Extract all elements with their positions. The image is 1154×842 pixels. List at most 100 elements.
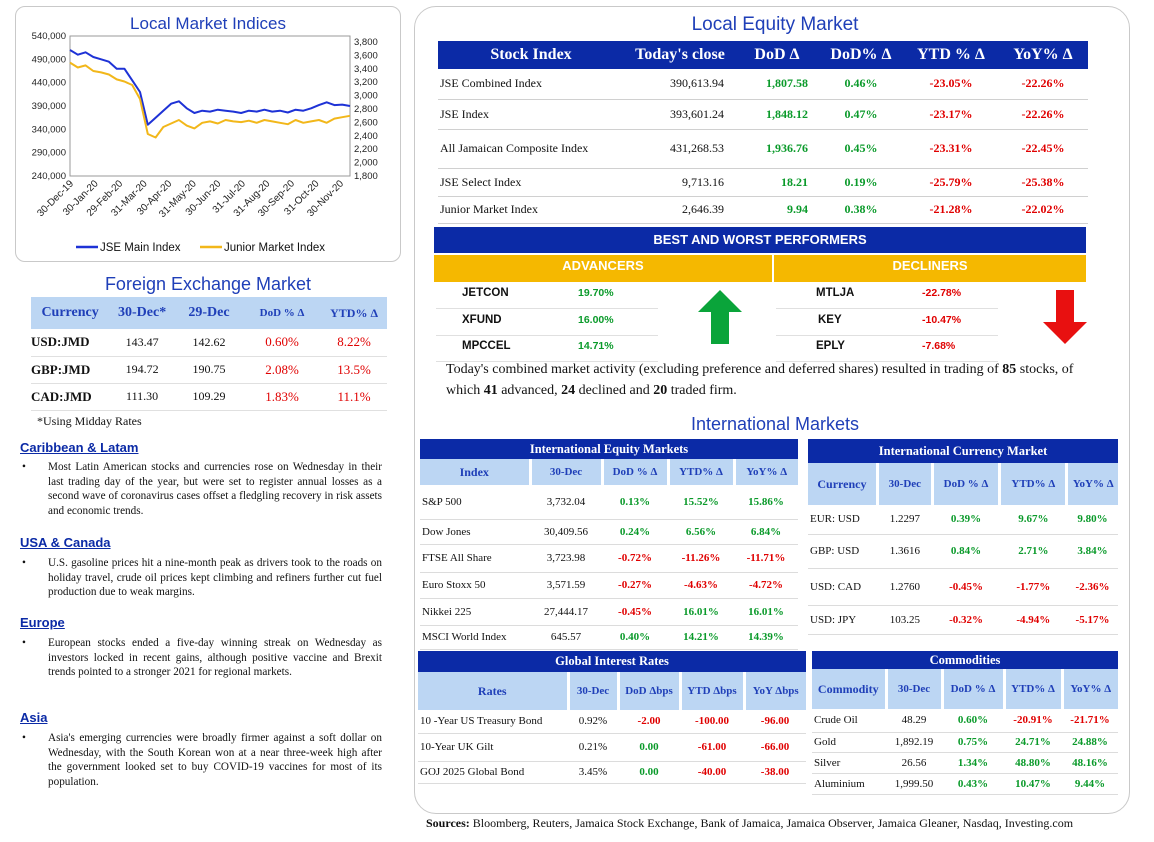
decliner-ticker: MTLJA xyxy=(816,287,855,299)
commodities-dod: 0.60% xyxy=(942,709,1004,733)
equity-header: Today's close xyxy=(635,46,725,63)
index-close: 393,601.24 xyxy=(624,99,736,130)
equity-row: All Jamaican Composite Index 431,268.53 1,… xyxy=(438,129,1088,169)
local-indices-title: Local Market Indices xyxy=(130,14,286,33)
summary-text: stocks, of which xyxy=(446,362,1074,398)
currency-value: 1.3616 xyxy=(877,534,933,569)
equity-value: 3,732.04 xyxy=(530,485,602,520)
equity-ytd: 16.01% xyxy=(668,598,734,626)
down-arrow-icon xyxy=(1043,290,1087,344)
currency-name: EUR: USD xyxy=(808,505,878,535)
index-close: 431,268.53 xyxy=(624,129,736,169)
index-yoy: -22.26% xyxy=(998,69,1088,100)
news-heading: Europe xyxy=(20,615,65,630)
index-yoy: -22.26% xyxy=(998,99,1088,130)
rates-table-title: Global Interest Rates xyxy=(555,654,669,668)
currency-name: GBP: USD xyxy=(808,534,878,569)
bullet-icon: • xyxy=(22,557,26,569)
y-right-tick-label: 3,200 xyxy=(354,77,378,88)
index-ytd: -23.05% xyxy=(904,69,998,100)
equity-ytd: -4.63% xyxy=(668,572,734,599)
rates-row: 10-Year UK Gilt 0.21% 0.00 -61.00 -66.00 xyxy=(418,733,806,762)
equity-row: JSE Combined Index 390,613.94 1,807.58 0.46… xyxy=(438,69,1088,100)
y-right-tick-label: 2,200 xyxy=(354,144,378,155)
commodities-dod: 1.34% xyxy=(942,752,1004,774)
equity-row: Dow Jones 30,409.56 0.24% 6.56% 6.84% xyxy=(420,519,798,545)
fx-header: Currency xyxy=(41,305,99,320)
equity-header: Stock Index xyxy=(490,46,572,63)
commodities-ytd: 24.71% xyxy=(1004,732,1062,753)
equity-value: 645.57 xyxy=(530,625,602,650)
commodities-value: 48.29 xyxy=(886,709,942,733)
advancer-row: XFUND 16.00% xyxy=(436,312,658,336)
equity-yoy: -11.71% xyxy=(734,544,798,573)
commodities-header: YoY% Δ xyxy=(1060,669,1118,709)
advancer-ticker: JETCON xyxy=(462,287,509,299)
fx-header: YTD% Δ xyxy=(330,305,378,320)
equity-table-title: International Equity Markets xyxy=(529,441,689,456)
y-left-tick-label: 390,000 xyxy=(32,101,66,112)
rates-header: Rates xyxy=(477,683,507,698)
sources-label: Sources: xyxy=(426,816,470,830)
equity-ytd: 6.56% xyxy=(668,519,734,545)
equity-header: DoD% Δ xyxy=(830,46,892,63)
right-panel xyxy=(414,6,1130,814)
news-text: Asia's emerging currencies were broadly … xyxy=(48,732,382,788)
commodities-row: Silver 26.56 1.34% 48.80% 48.16% xyxy=(812,752,1118,774)
fx-ytd: 11.1% xyxy=(337,388,371,404)
intl-equity-table: International Equity Markets Index 30-Dec D… xyxy=(420,439,798,650)
equity-value: 27,444.17 xyxy=(530,598,602,626)
y-right-tick-label: 3,600 xyxy=(354,50,378,61)
equity-row: JSE Index 393,601.24 1,848.12 0.47% -23.17% -… xyxy=(438,99,1088,130)
y-left-tick-label: 340,000 xyxy=(32,124,66,135)
index-dod: 18.21 xyxy=(736,168,818,197)
fx-currency: GBP:JMD xyxy=(31,361,91,377)
rates-dod: -2.00 xyxy=(618,710,680,734)
commodities-value: 26.56 xyxy=(886,752,942,774)
commodities-name: Gold xyxy=(812,732,886,753)
currency-value: 1.2297 xyxy=(877,505,933,535)
summary-advanced: 41 xyxy=(483,382,498,398)
decliner-row: EPLY -7.68% xyxy=(776,338,998,362)
decliner-row: KEY -10.47% xyxy=(776,312,998,336)
y-right-tick-label: 3,800 xyxy=(354,37,378,48)
news-item: • Asia's emerging currencies were broadly… xyxy=(22,731,382,789)
commodities-ytd: 10.47% xyxy=(1004,773,1062,795)
commodities-yoy: 24.88% xyxy=(1062,732,1118,753)
index-yoy: -25.38% xyxy=(998,168,1088,197)
decliner-ticker: EPLY xyxy=(816,340,845,352)
currency-dod: -0.45% xyxy=(932,568,1000,606)
summary-text: Today's combined market activity (exclud… xyxy=(446,362,1003,377)
decliner-row: MTLJA -22.78% xyxy=(776,285,998,309)
currency-header: YTD% Δ xyxy=(998,463,1067,505)
fx-ytd: 13.5% xyxy=(337,361,371,377)
advancer-pct: 14.71% xyxy=(578,340,614,352)
index-ytd: -21.28% xyxy=(904,196,998,224)
advancer-pct: 19.70% xyxy=(578,287,614,299)
fx-dod: 0.60% xyxy=(265,334,299,350)
equity-row: S&P 500 3,732.04 0.13% 15.52% 15.86% xyxy=(420,485,798,520)
series-line xyxy=(69,49,351,126)
index-dod-pct: 0.19% xyxy=(818,168,904,197)
equity-dod: 0.24% xyxy=(602,519,668,545)
equity-value: 30,409.56 xyxy=(530,519,602,545)
equity-name: S&P 500 xyxy=(420,485,530,520)
performers-title: BEST AND WORST PERFORMERS xyxy=(434,227,1086,253)
rates-yoy: -66.00 xyxy=(744,733,806,762)
sources: Sources: Bloomberg, Reuters, Jamaica Sto… xyxy=(426,816,1073,831)
series-line xyxy=(69,61,351,139)
equity-row: MSCI World Index 645.57 0.40% 14.21% 14.39% xyxy=(420,625,798,650)
advancer-ticker: XFUND xyxy=(462,314,502,326)
commodities-value: 1,999.50 xyxy=(886,773,942,795)
equity-ytd: -11.26% xyxy=(668,544,734,573)
equity-name: Nikkei 225 xyxy=(420,598,530,626)
news-text: Most Latin American stocks and currencie… xyxy=(48,461,382,517)
index-dod: 9.94 xyxy=(736,196,818,224)
news-heading: Caribbean & Latam xyxy=(20,440,139,455)
bullet-icon: • xyxy=(22,732,26,744)
index-yoy: -22.45% xyxy=(998,129,1088,169)
commodities-header: Commodity xyxy=(817,681,879,696)
currency-header: DoD % Δ xyxy=(930,463,1000,505)
rates-row: 10 -Year US Treasury Bond 0.92% -2.00 -100.… xyxy=(418,710,806,734)
plot-frame xyxy=(69,35,351,177)
